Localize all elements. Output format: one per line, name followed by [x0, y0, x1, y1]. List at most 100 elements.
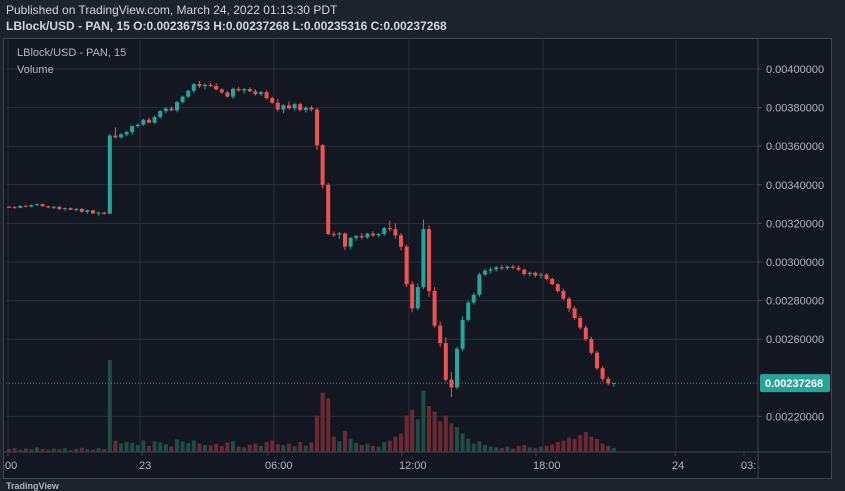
volume-bar [298, 442, 303, 452]
volume-bar [371, 445, 375, 452]
candle-body [242, 89, 247, 91]
candle-body [583, 327, 588, 340]
volume-bar [326, 398, 331, 452]
volume-bar [359, 445, 364, 452]
candle-body [68, 208, 73, 210]
volume-bar [225, 442, 230, 452]
candlestick-chart[interactable]: 0.00400000 0.00380000 0.00360000 0.00340000… [3, 38, 832, 479]
y-tick-label: 0.00260000 [766, 334, 824, 346]
volume-bar [91, 449, 95, 452]
candle-body [29, 205, 34, 207]
volume-bar [29, 449, 34, 452]
volume-bar [169, 446, 174, 452]
x-tick-label: 12:00 [399, 460, 427, 472]
candle-body [96, 212, 101, 214]
volume-bar [107, 360, 112, 452]
candle-body [281, 105, 286, 110]
candle-body [522, 269, 527, 274]
candle-body [231, 88, 235, 97]
candle-body [270, 98, 275, 103]
candle-body [331, 234, 336, 236]
volume-bar [74, 448, 79, 452]
candle-body [354, 235, 359, 238]
candle-body [214, 85, 219, 90]
candle-body [169, 108, 174, 111]
volume-bar [231, 441, 235, 452]
volume-bar [63, 448, 67, 452]
candle-body [527, 272, 532, 274]
time-axis[interactable]: 00 23 06:00 12:00 18:00 24 03: [5, 452, 756, 472]
candle-body [494, 267, 499, 270]
volume-bar [281, 445, 286, 452]
chart-pane[interactable] [3, 38, 832, 479]
candle-body [253, 91, 258, 95]
volume-bar [421, 390, 426, 452]
candle-body [343, 233, 347, 247]
candle-body [130, 126, 135, 133]
volume-bar [85, 449, 90, 452]
volume-bar [51, 448, 56, 452]
volume-bar [488, 446, 493, 452]
candle-body [359, 235, 364, 238]
volume-bar [544, 445, 549, 452]
volume-bar [471, 443, 476, 452]
candle-body [466, 302, 471, 320]
candle-body [387, 228, 392, 230]
candle-body [471, 294, 476, 303]
candle-body [57, 206, 62, 210]
volume-bar [7, 448, 11, 452]
volume-bar [135, 445, 140, 452]
volume-bar [68, 450, 73, 452]
volume-bar [387, 440, 392, 452]
volume-bar [438, 421, 443, 452]
candle-body [589, 339, 594, 353]
volume-bar [259, 445, 263, 452]
candle-body [124, 132, 129, 135]
candle-body [455, 348, 459, 388]
candle-body [483, 270, 487, 275]
candle-body [415, 287, 420, 309]
volume-bar [40, 448, 45, 452]
volume-bar [505, 446, 510, 452]
last-price-badge-text: 0.00237268 [765, 378, 823, 390]
candle-body [119, 134, 123, 138]
candle-body [561, 290, 566, 299]
volume-bar [12, 448, 17, 452]
y-tick-label: 0.00300000 [766, 257, 824, 269]
candle-body [259, 92, 263, 95]
price-axis[interactable]: 0.00400000 0.00380000 0.00360000 0.00340000… [758, 64, 824, 423]
volume-bar [203, 445, 207, 452]
legend-symbol[interactable]: LBlock/USD - PAN, 15 [17, 47, 127, 59]
candle-body [298, 104, 303, 111]
legend-volume[interactable]: Volume [17, 64, 54, 76]
volume-bar [527, 447, 532, 452]
volume-bar [427, 406, 431, 452]
volume-bar [309, 442, 314, 452]
y-tick-label: 0.00380000 [766, 103, 824, 115]
candle-body [102, 212, 107, 214]
y-tick-label: 0.00400000 [766, 64, 824, 76]
candle-body [572, 308, 577, 318]
x-tick-label: 00 [5, 460, 17, 472]
candle-body [225, 92, 230, 97]
volume-bar [303, 445, 308, 452]
volume-bar [583, 432, 588, 452]
candle-body [23, 205, 28, 207]
candle-body [432, 290, 437, 326]
volume-bar [382, 442, 387, 452]
candle-body [326, 184, 331, 235]
volume-bar [119, 443, 123, 452]
candle-body [477, 274, 482, 295]
volume-bar [343, 430, 347, 452]
candles [7, 80, 616, 398]
y-tick-label: 0.00320000 [766, 218, 824, 230]
candle-body [600, 368, 605, 379]
candle-body [264, 92, 269, 99]
candle-body [74, 208, 79, 210]
volume-bar [247, 444, 252, 452]
volume-bar [466, 438, 471, 452]
y-tick-label: 0.00220000 [766, 411, 824, 423]
y-tick-label: 0.00340000 [766, 180, 824, 192]
candle-body [287, 105, 291, 109]
candle-body [460, 319, 465, 349]
